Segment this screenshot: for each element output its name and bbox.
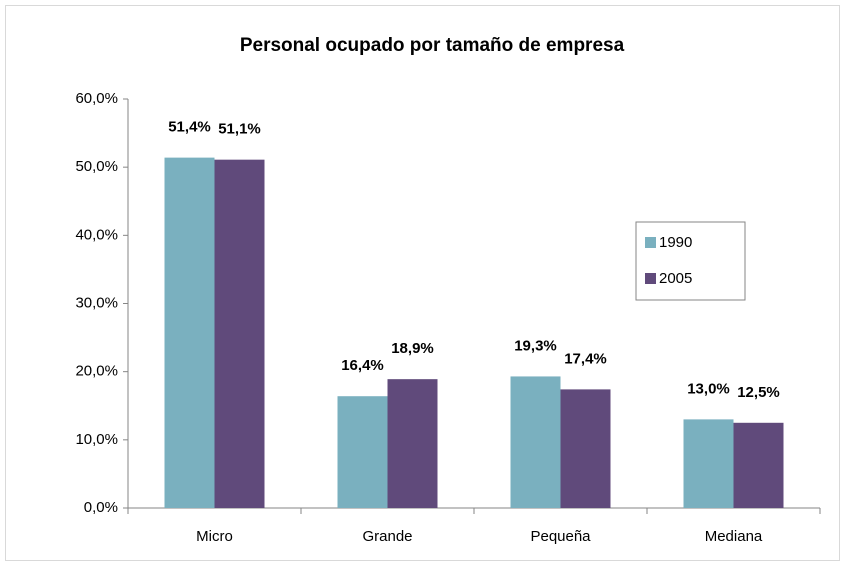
data-label: 51,1% [218, 121, 261, 138]
data-label: 51,4% [168, 119, 211, 136]
legend-swatch [645, 237, 656, 248]
x-tick-label: Mediana [705, 528, 763, 545]
bar [387, 379, 438, 508]
data-label: 13,0% [687, 380, 730, 397]
y-tick-label: 10,0% [75, 431, 118, 448]
bar [510, 376, 561, 508]
legend-label: 2005 [659, 270, 692, 287]
bar [164, 157, 215, 508]
data-label: 16,4% [341, 357, 384, 374]
y-tick-label: 20,0% [75, 363, 118, 380]
chart-title: Personal ocupado por tamaño de empresa [240, 35, 625, 56]
legend-swatch [645, 273, 656, 284]
data-label: 17,4% [564, 350, 607, 367]
legend-box [635, 221, 746, 301]
y-tick-label: 30,0% [75, 294, 118, 311]
data-label: 18,9% [391, 340, 434, 357]
bar [733, 422, 784, 508]
bar [683, 419, 734, 508]
data-label: 19,3% [514, 337, 557, 354]
bar [337, 396, 388, 508]
y-tick-label: 50,0% [75, 158, 118, 175]
y-tick-label: 40,0% [75, 226, 118, 243]
bar [214, 159, 265, 508]
x-tick-label: Grande [362, 528, 412, 545]
data-label: 12,5% [737, 384, 780, 401]
y-tick-label: 60,0% [75, 90, 118, 107]
y-tick-label: 0,0% [84, 499, 118, 516]
bar [560, 389, 611, 508]
x-tick-label: Micro [196, 528, 233, 545]
x-tick-label: Pequeña [530, 528, 591, 545]
legend-label: 1990 [659, 234, 692, 251]
